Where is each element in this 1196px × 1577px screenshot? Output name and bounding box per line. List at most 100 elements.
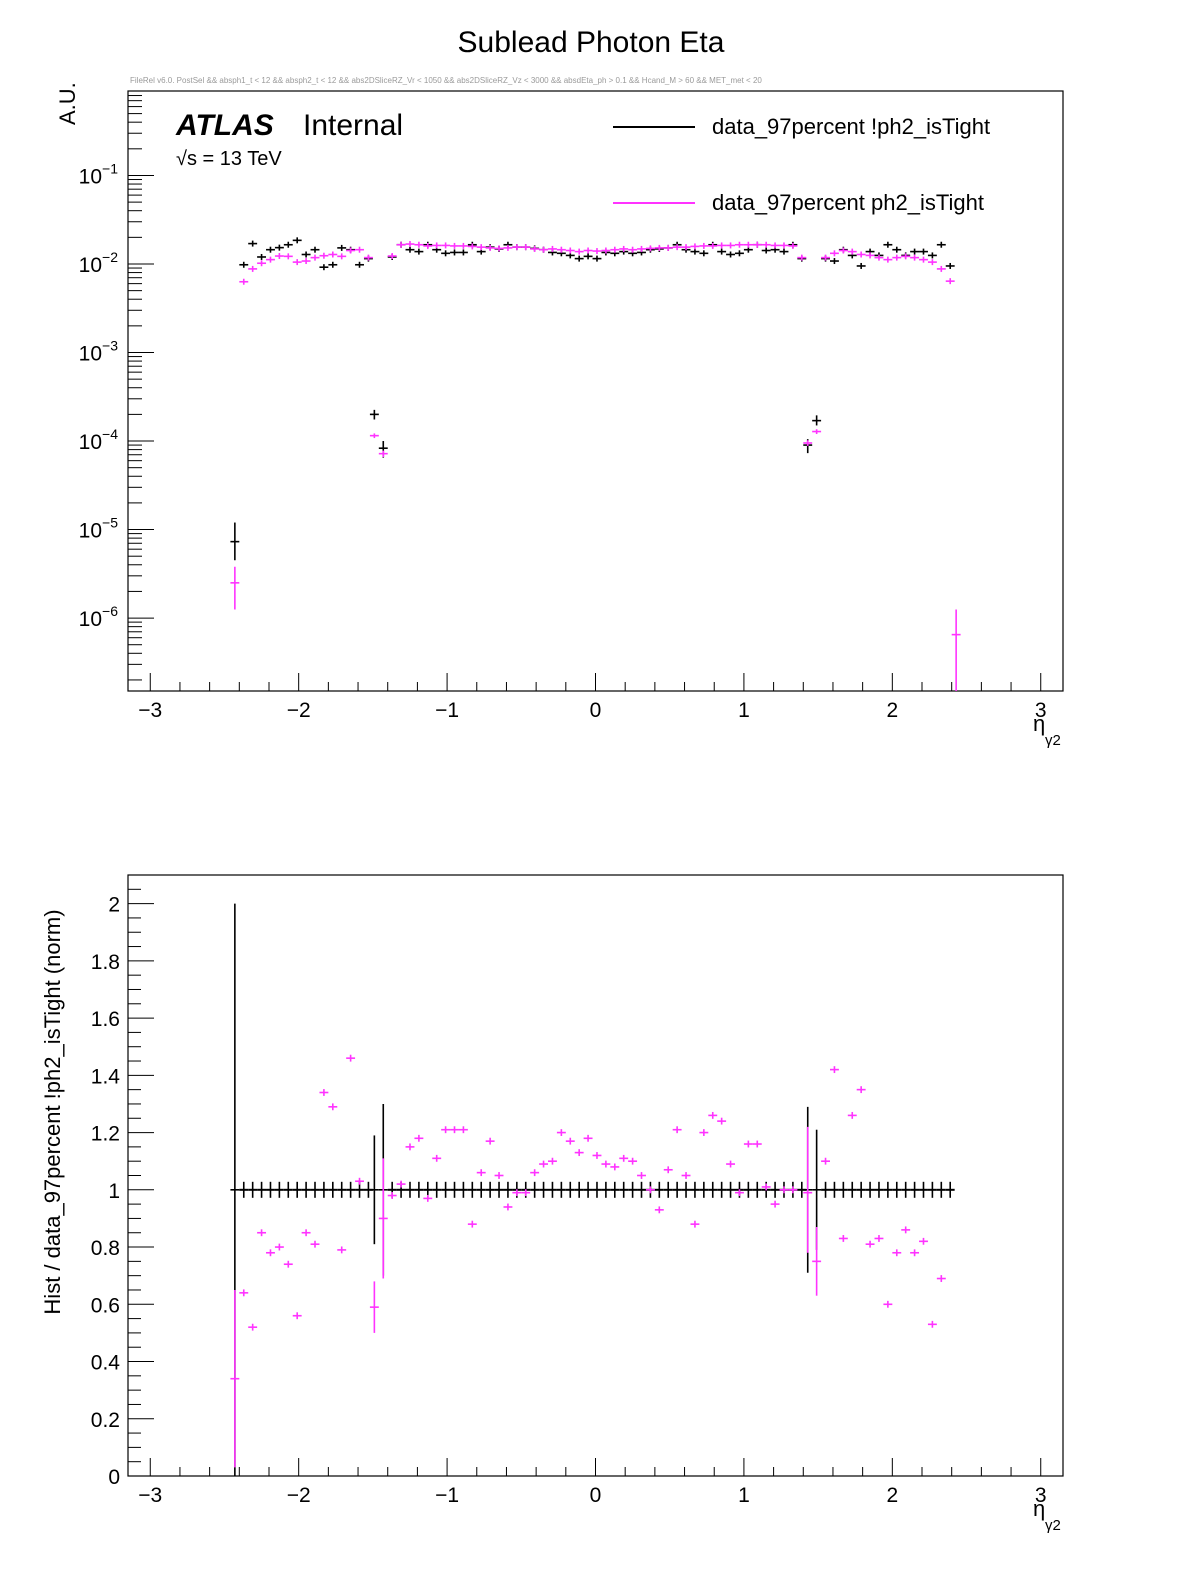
ratio-point — [901, 1226, 911, 1234]
ratio-point — [821, 1157, 830, 1165]
atlas-label: ATLAS — [175, 109, 274, 142]
not-tight-point — [945, 262, 955, 269]
not-tight-point — [450, 249, 459, 256]
not-tight-point — [574, 255, 584, 262]
reference-point — [539, 1181, 549, 1198]
ratio-point — [865, 1240, 875, 1248]
tight-point — [637, 245, 646, 252]
ratio-point — [405, 1143, 415, 1151]
tight-point — [672, 244, 682, 251]
bottom-x-tick-label: 0 — [590, 1484, 602, 1507]
tight-point — [512, 244, 522, 251]
reference-point — [592, 1181, 602, 1198]
reference-point — [821, 1181, 830, 1198]
ratio-point — [619, 1154, 629, 1162]
reference-point — [936, 1181, 946, 1198]
ratio-point — [283, 1260, 293, 1268]
reference-point — [346, 1181, 356, 1198]
bottom-x-tick-label: 2 — [886, 1484, 898, 1507]
ratio-point — [601, 1160, 611, 1168]
tight-point — [274, 253, 284, 260]
ratio-point — [539, 1160, 549, 1168]
ratio-point — [770, 1200, 780, 1208]
ratio-point — [761, 1183, 771, 1191]
legend-entry-tight: data_97percent ph2_isTight — [712, 190, 984, 215]
not-tight-point — [239, 261, 249, 268]
top-y-tick-exponent: −6 — [102, 603, 118, 619]
tight-point — [856, 251, 866, 258]
reference-point — [274, 1181, 284, 1198]
tight-point — [874, 254, 884, 261]
not-tight-point — [856, 262, 866, 269]
reference-point — [752, 1181, 762, 1198]
ratio-point — [829, 1066, 839, 1074]
tight-point — [319, 252, 329, 259]
tight-point — [726, 242, 736, 249]
tight-point — [910, 254, 920, 261]
not-tight-point — [829, 258, 839, 265]
not-tight-point — [266, 246, 275, 253]
not-tight-point — [248, 240, 258, 247]
ratio-point — [645, 1186, 655, 1194]
ratio-point — [239, 1289, 249, 1297]
bottom-y-tick-label: 2 — [108, 894, 120, 917]
not-tight-point — [369, 409, 379, 420]
tight-point — [847, 248, 857, 255]
reference-point — [628, 1181, 638, 1198]
top-y-axis: 10−110−210−310−410−510−6 — [79, 90, 154, 681]
ratio-point — [521, 1189, 531, 1197]
tight-point — [735, 241, 744, 248]
tight-point — [292, 259, 302, 266]
not-tight-point — [355, 261, 364, 268]
ratio-point — [936, 1275, 946, 1282]
tight-point — [797, 254, 807, 261]
tight-point — [301, 258, 311, 265]
tight-point — [574, 248, 584, 255]
tight-point — [645, 245, 655, 252]
tight-point — [610, 246, 620, 253]
bottom-y-tick-label: 1.4 — [91, 1065, 121, 1088]
ratio-point — [485, 1137, 495, 1145]
bottom-y-tick-label: 1 — [108, 1180, 120, 1203]
not-tight-point — [319, 264, 329, 271]
tight-point — [945, 278, 955, 285]
not-tight-point — [779, 248, 789, 255]
top-x-tick-label: 0 — [590, 699, 602, 722]
bottom-x-tick-label: −2 — [287, 1484, 311, 1507]
tight-point — [919, 256, 928, 263]
bottom-y-tick-label: 1.8 — [91, 951, 120, 974]
reference-point — [663, 1181, 673, 1198]
bottom-data-marks — [230, 903, 955, 1476]
reference-point — [901, 1181, 911, 1198]
tight-point — [927, 259, 937, 266]
tight-point — [328, 251, 338, 258]
tight-point — [761, 241, 771, 248]
ratio-point — [328, 1103, 338, 1111]
tight-point — [503, 244, 513, 251]
tight-point — [548, 245, 557, 252]
tight-point — [230, 566, 240, 610]
reference-point — [266, 1181, 275, 1198]
not-tight-point — [230, 522, 240, 561]
ratio-point — [565, 1137, 575, 1145]
ratio-point — [681, 1172, 691, 1179]
tight-point — [396, 241, 406, 248]
not-tight-point — [310, 246, 320, 253]
not-tight-point — [735, 250, 744, 257]
reference-point — [892, 1181, 902, 1198]
bottom-y-tick-label: 0 — [108, 1466, 120, 1489]
bottom-x-axis: −3 −2 −1 0 1 2 3 — [138, 1458, 1047, 1507]
ratio-point — [874, 1235, 884, 1242]
bottom-x-tick-label: −3 — [138, 1484, 162, 1507]
top-y-tick-exponent: −5 — [102, 515, 118, 531]
ratio-point — [919, 1237, 928, 1245]
ratio-point — [892, 1249, 902, 1257]
ratio-point — [355, 1177, 364, 1185]
top-x-axis: −3 −2 −1 0 1 2 3 — [138, 673, 1047, 722]
not-tight-point — [883, 241, 893, 248]
not-tight-point — [441, 250, 451, 257]
top-y-axis-label: A.U. — [55, 82, 80, 125]
tight-point — [601, 247, 611, 254]
ratio-point — [432, 1154, 442, 1162]
